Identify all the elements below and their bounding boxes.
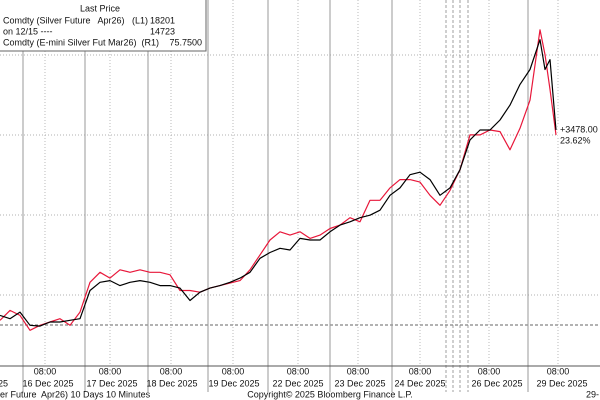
legend-label: Comdty (Silver Future Apr26) (L1) (3, 15, 148, 25)
x-tick-label: 08:00 (409, 366, 432, 376)
x-date-label: 24 Dec 2025 (394, 378, 445, 388)
footer-right: 29- (586, 389, 599, 399)
x-date-label: 23 Dec 2025 (334, 378, 385, 388)
x-date-label: 16 Dec 2025 (22, 378, 73, 388)
x-tick-label: 08:00 (478, 366, 501, 376)
x-tick-label: 08:00 (547, 366, 570, 376)
x-date-label: 22 Dec 2025 (272, 378, 323, 388)
x-date-label: 19 Dec 2025 (208, 378, 259, 388)
x-tick-label: 08:00 (287, 366, 310, 376)
x-date-label: 29 Dec 2025 (536, 378, 587, 388)
legend-value: 14723 (150, 26, 175, 36)
legend: Last Price Comdty (Silver Future Apr26) … (0, 0, 207, 52)
change-label: +3478.00 (560, 124, 598, 134)
legend-value: 18201 (150, 15, 175, 25)
x-date-label: 26 Dec 2025 (471, 378, 522, 388)
change-pct-label: 23.62% (560, 135, 591, 145)
x-tick-label: 08:00 (34, 366, 57, 376)
plot (0, 0, 559, 366)
x-tick-label: 08:00 (99, 366, 122, 376)
x-date-label: 18 Dec 2025 (146, 378, 197, 388)
end-label-box (558, 124, 600, 136)
footer-left: er Future Apr26) 10 Days 10 Minutes (0, 389, 151, 399)
x-tick-label: 08:00 (222, 366, 245, 376)
x-date-label: 25 (0, 378, 8, 388)
x-date-label: 17 Dec 2025 (86, 378, 137, 388)
x-tick-label: 08:00 (347, 366, 370, 376)
legend-box (0, 0, 207, 52)
series-line (0, 39, 557, 327)
legend-label: on 12/15 ---- (3, 26, 53, 36)
x-tick-label: 08:00 (160, 366, 183, 376)
legend-value: 75.7500 (169, 37, 202, 47)
legend-label: Comdty (E-mini Silver Fut Mar26) (R1) (3, 37, 159, 47)
footer-copyright: Copyright© 2025 Bloomberg Finance L.P. (247, 389, 413, 399)
end-labels: +3478.00 23.62% (558, 124, 600, 145)
legend-title: Last Price (80, 3, 120, 13)
